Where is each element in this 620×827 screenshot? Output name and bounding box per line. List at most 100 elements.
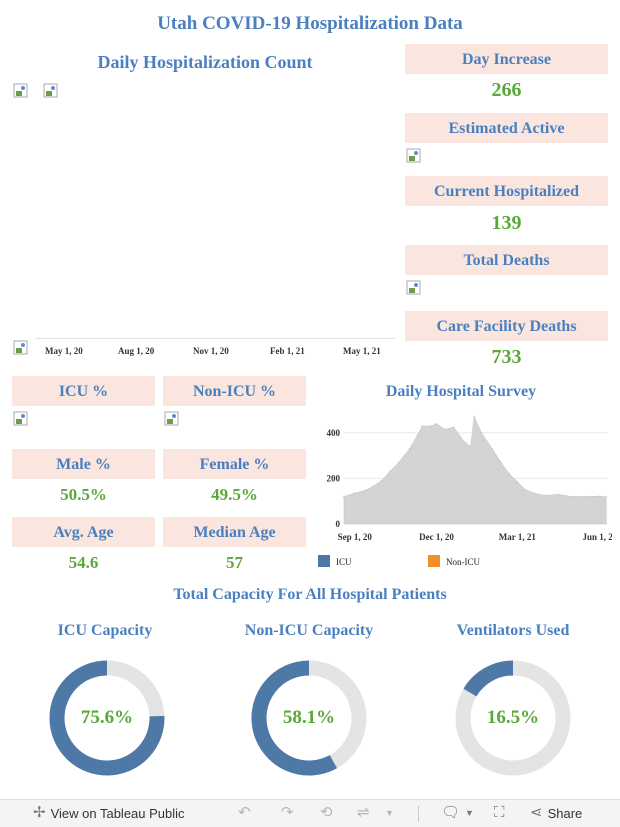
donut-used-slice[interactable] [463,660,514,697]
y-tick-label: 400 [327,428,341,438]
legend-label: ICU [336,557,352,567]
x-tick-label: Sep 1, 20 [338,532,373,542]
broken-image-icon [43,83,59,99]
refresh-icon: ⇌ [357,804,370,821]
x-tick-label: Nov 1, 20 [193,346,229,356]
survey-data-point [380,479,383,482]
x-tick-label: Dec 1, 20 [419,532,454,542]
survey-data-point [544,494,546,497]
survey-data-point [605,496,607,498]
avg-age-header: Avg. Age [12,517,155,547]
tableau-logo-icon: ✢ [33,804,46,821]
kpi-day-increase-value: 266 [491,79,522,101]
survey-data-point [533,492,536,494]
icu-capacity-value: 75.6% [80,707,134,728]
view-on-tableau-public-button[interactable]: ✢ View on Tableau Public [33,805,185,821]
survey-total-area[interactable] [343,415,607,525]
legend-swatch[interactable] [318,555,330,567]
fullscreen-button[interactable]: ⛶ [494,805,505,821]
comment-button[interactable]: 🗨 ▼ [441,805,474,821]
survey-data-point [430,425,432,427]
redo-icon: ↷ [281,804,294,821]
refresh-button[interactable]: ⇌ [357,805,370,821]
female-pct-header: Female % [163,449,306,479]
survey-data-point [571,495,573,498]
icu-pct-header: ICU % [12,376,155,406]
kpi-current-hospitalized-value: 139 [491,212,522,234]
survey-data-point [452,426,455,428]
male-pct-value: 50.5% [60,485,107,504]
ventilators-used-donut [455,660,571,776]
kpi-total-deaths-header: Total Deaths [405,245,608,275]
survey-area-chart: 0 200 400 Sep 1, 20 Dec 1, 20 Mar 1, 21 Jun 1,… [318,415,612,567]
icu-capacity-label: ICU Capacity [57,622,153,639]
survey-data-point [366,489,369,491]
undo-button[interactable]: ↶ [238,805,251,821]
icu-capacity-donut [49,660,165,776]
survey-data-point [416,434,419,436]
donut-used-slice[interactable] [49,660,165,776]
survey-chart-title: Daily Hospital Survey [385,383,537,400]
kpi-care-facility-deaths-value: 733 [491,346,522,368]
x-tick-label: May 1, 21 [343,346,381,356]
survey-data-point [389,470,391,473]
share-button[interactable]: ⋖ Share [530,805,582,821]
share-label: Share [547,805,583,821]
survey-data-point [499,460,501,463]
kpi-care-facility-deaths-header: Care Facility Deaths [405,311,608,341]
share-icon: ⋖ [530,804,543,821]
nonicu-pct-header: Non-ICU % [163,376,306,406]
ventilators-used-label: Ventilators Used [456,622,570,639]
chevron-down-icon: ▼ [465,808,474,818]
daily-count-title: Daily Hospitalization Count [97,52,313,72]
x-tick-label: Feb 1, 21 [270,346,305,356]
nonicu-capacity-label: Non-ICU Capacity [244,622,374,639]
legend-label: Non-ICU [446,557,480,567]
survey-data-point [469,445,472,448]
broken-image-icon [406,280,422,296]
survey-data-point [491,448,493,450]
y-tick-label: 0 [336,519,341,529]
survey-data-point [398,461,400,464]
page-title: Utah COVID-19 Hospitalization Data [157,13,463,34]
survey-data-point [473,416,475,418]
x-tick-label: Aug 1, 20 [118,346,155,356]
median-age-value: 57 [226,553,243,572]
undo-icon: ↶ [238,804,251,821]
revert-button[interactable]: ⟲ [320,805,333,821]
broken-image-icon [164,411,180,427]
survey-data-point [408,448,411,450]
survey-data-point [480,432,483,434]
kpi-day-increase-header: Day Increase [405,44,608,74]
avg-age-value: 54.6 [68,553,99,572]
broken-image-icon [13,411,29,427]
survey-data-point [463,441,466,443]
broken-image-icon [406,148,422,164]
tableau-toolbar: ✢ View on Tableau Public ↶ ↷ ⟲ ⇌ ▼ 🗨 ▼ ⛶… [0,799,620,827]
broken-image-icon [13,340,29,356]
kpi-estimated-active-header: Estimated Active [405,113,608,143]
legend-swatch[interactable] [428,555,440,567]
ventilators-used-value: 16.5% [486,707,540,728]
redo-button[interactable]: ↷ [281,805,294,821]
survey-data-point [599,495,601,497]
survey-data-point [443,428,446,431]
capacity-section-title: Total Capacity For All Hospital Patients [173,586,447,603]
y-tick-label: 200 [327,473,341,483]
survey-data-point [516,481,519,483]
survey-data-point [524,489,527,491]
chevron-down-icon: ▼ [385,808,394,818]
survey-data-point [343,495,345,498]
x-tick-label: May 1, 20 [45,346,83,356]
x-tick-label: Jun 1, 21 [583,532,612,542]
survey-data-point [354,492,356,494]
survey-data-point [556,493,559,496]
survey-data-point [421,425,423,427]
kpi-current-hospitalized-header: Current Hospitalized [405,176,608,206]
donut-used-slice[interactable] [251,660,338,776]
survey-data-point [435,422,438,425]
comment-icon: 🗨 [441,804,461,821]
nonicu-capacity-value: 58.1% [282,707,336,728]
pause-dropdown-button[interactable]: ▼ [385,805,394,821]
view-on-tableau-public-label: View on Tableau Public [50,805,185,821]
